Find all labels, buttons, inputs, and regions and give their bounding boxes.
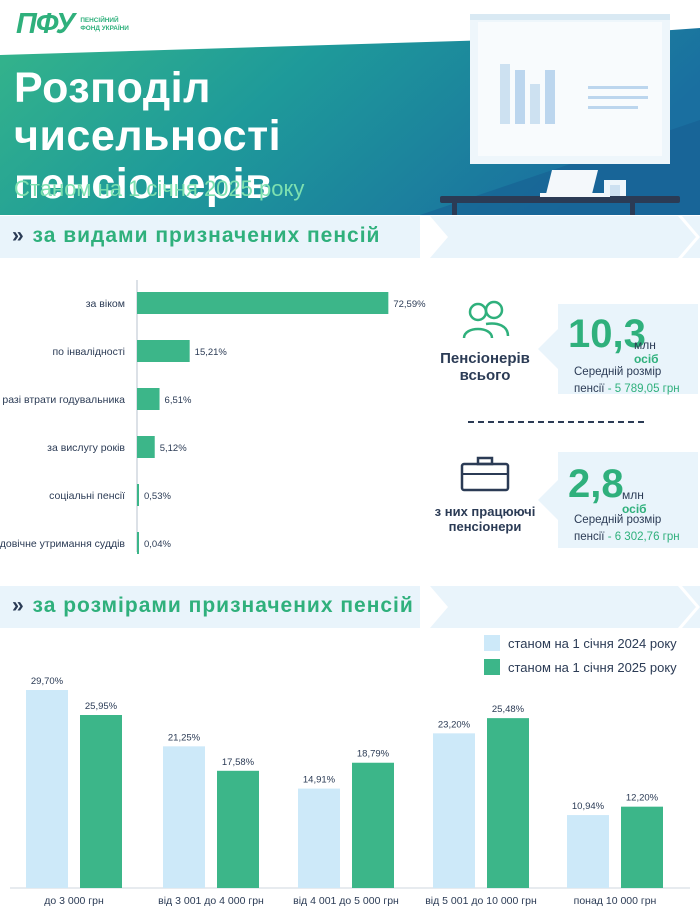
bar bbox=[137, 436, 155, 458]
category-label: у разі втрати годувальника bbox=[0, 394, 125, 406]
category-label: від 4 001 до 5 000 грн bbox=[293, 895, 399, 907]
chevron-double-icon: » bbox=[12, 224, 24, 247]
value-label: 25,95% bbox=[85, 701, 118, 712]
category-label: соціальні пенсії bbox=[49, 490, 125, 502]
section-title-text: за розмірами призначених пенсій bbox=[32, 594, 414, 617]
working-card-bg bbox=[538, 452, 698, 548]
bar bbox=[298, 788, 340, 888]
total-avg: Середній розмір пенсії - 5 789,05 грн bbox=[574, 364, 694, 398]
section-title-by-type: » за видами призначених пенсій bbox=[12, 224, 380, 248]
bar bbox=[433, 733, 475, 888]
logo-mark: ПФУ bbox=[16, 8, 75, 40]
bar bbox=[26, 690, 68, 888]
category-label: за вислугу років bbox=[47, 442, 125, 454]
total-unit-word: осіб bbox=[634, 352, 659, 366]
value-label: 25,48% bbox=[492, 704, 525, 715]
value-label: 29,70% bbox=[31, 676, 64, 687]
working-avg-label: Середній розмір пенсії bbox=[574, 514, 662, 543]
category-label: довічне утримання суддів bbox=[0, 538, 125, 550]
page-title: Розподіл чисельності пенсіонерів bbox=[14, 64, 282, 208]
value-label: 18,79% bbox=[357, 749, 390, 760]
working-label: з них працюючі пенсіонери bbox=[434, 504, 536, 534]
bar bbox=[621, 806, 663, 888]
category-label: від 5 001 до 10 000 грн bbox=[425, 895, 537, 907]
category-label: до 3 000 грн bbox=[44, 895, 104, 907]
band-arrow-shape bbox=[420, 216, 700, 258]
working-number: 2,8 bbox=[568, 462, 624, 506]
legend-label: станом на 1 січня 2024 року bbox=[508, 635, 677, 651]
pension-sizes-chart: 29,70% 25,95% до 3 000 грн 21,25% 17,58% від … bbox=[10, 676, 690, 907]
category-label: за віком bbox=[86, 298, 125, 310]
working-unit-word: осіб bbox=[622, 502, 647, 516]
total-label: Пенсіонерів всього bbox=[440, 350, 530, 384]
category-label: понад 10 000 грн bbox=[574, 895, 657, 907]
value-label: 72,59% bbox=[393, 299, 426, 310]
chart-legend: станом на 1 січня 2024 року станом на 1 … bbox=[484, 632, 677, 680]
logo-text: ПЕНСІЙНИЙ ФОНД УКРАЇНИ bbox=[80, 17, 129, 32]
category-label: від 3 001 до 4 000 грн bbox=[158, 895, 264, 907]
section-title-by-size: » за розмірами призначених пенсій bbox=[12, 594, 414, 618]
hero-background bbox=[0, 0, 700, 215]
working-unit-mln: млн bbox=[622, 488, 644, 502]
value-label: 6,51% bbox=[165, 395, 192, 406]
total-avg-value: - 5 789,05 грн bbox=[607, 383, 680, 395]
bar bbox=[137, 292, 389, 314]
working-avg: Середній розмір пенсії - 6 302,76 грн bbox=[574, 512, 694, 546]
legend-swatch-2025 bbox=[484, 659, 500, 675]
value-label: 21,25% bbox=[168, 732, 201, 743]
total-unit: млн осіб bbox=[634, 338, 659, 366]
bar bbox=[137, 388, 160, 410]
legend-item: станом на 1 січня 2024 року bbox=[484, 632, 677, 654]
bar bbox=[567, 815, 609, 888]
value-label: 15,21% bbox=[195, 347, 228, 358]
value-label: 23,20% bbox=[438, 719, 471, 730]
bar bbox=[217, 770, 259, 888]
value-label: 14,91% bbox=[303, 775, 336, 786]
people-icon bbox=[462, 300, 510, 339]
pension-types-chart: за віком 72,59% по інвалідності 15,21% у раз… bbox=[0, 280, 426, 554]
bar bbox=[163, 746, 205, 888]
value-label: 10,94% bbox=[572, 801, 605, 812]
summary-divider bbox=[468, 421, 644, 423]
working-unit: млн осіб bbox=[622, 488, 647, 516]
section-title-text: за видами призначених пенсій bbox=[32, 224, 381, 247]
total-number: 10,3 bbox=[568, 312, 646, 356]
bar bbox=[137, 532, 139, 554]
section-band-by-size: » за розмірами призначених пенсій bbox=[0, 586, 700, 628]
pfu-logo: ПФУ ПЕНСІЙНИЙ ФОНД УКРАЇНИ bbox=[16, 8, 134, 41]
working-avg-value: - 6 302,76 грн bbox=[607, 531, 680, 543]
legend-label: станом на 1 січня 2025 року bbox=[508, 659, 677, 675]
total-unit-mln: млн bbox=[634, 338, 656, 352]
band-arrow-shape bbox=[420, 586, 700, 628]
presentation-board-desk-icon bbox=[440, 14, 680, 215]
hero-header: ПФУ ПЕНСІЙНИЙ ФОНД УКРАЇНИ Розподіл чисе… bbox=[0, 0, 700, 215]
value-label: 5,12% bbox=[160, 443, 187, 454]
page-subtitle: Станом на 1 січня 2025 року bbox=[14, 176, 305, 201]
briefcase-icon bbox=[460, 456, 510, 492]
total-card-bg bbox=[538, 304, 698, 394]
value-label: 0,53% bbox=[144, 491, 171, 502]
bar bbox=[137, 340, 190, 362]
category-label: по інвалідності bbox=[53, 346, 126, 358]
value-label: 17,58% bbox=[222, 757, 255, 768]
total-avg-label: Середній розмір пенсії bbox=[574, 366, 662, 395]
value-label: 0,04% bbox=[144, 539, 171, 550]
bar bbox=[80, 715, 122, 888]
chevron-double-icon: » bbox=[12, 594, 24, 617]
bar bbox=[487, 718, 529, 888]
value-label: 12,20% bbox=[626, 793, 659, 804]
legend-swatch-2024 bbox=[484, 635, 500, 651]
legend-item: станом на 1 січня 2025 року bbox=[484, 656, 677, 678]
section-band-by-type: » за видами призначених пенсій bbox=[0, 216, 700, 258]
bar bbox=[137, 484, 139, 506]
bar bbox=[352, 762, 394, 888]
